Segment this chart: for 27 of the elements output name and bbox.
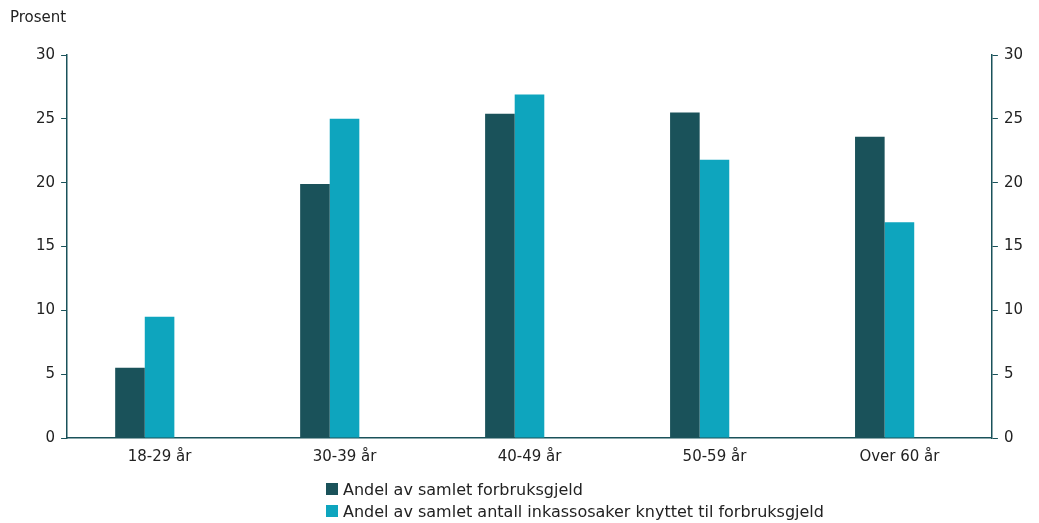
- y-tick-label: 30: [35, 44, 56, 63]
- y-tick-label: 10: [35, 300, 56, 319]
- y-tick-label: 20: [35, 172, 56, 191]
- y-axis-title: Prosent: [10, 8, 67, 26]
- bar: [514, 94, 545, 438]
- y2-tick-label: 20: [1003, 172, 1024, 191]
- y2-tick-label: 30: [1003, 44, 1024, 63]
- y2-tick-label: 0: [1003, 427, 1014, 446]
- y2-tick-label: 15: [1003, 236, 1024, 255]
- y-tick-label: 0: [45, 427, 56, 446]
- legend-label: Andel av samlet antall inkassosaker knyttet til forbruksgjeld: [343, 501, 824, 521]
- legend-label: Andel av samlet forbruksgjeld: [343, 479, 583, 499]
- x-tick-label: 30-39 år: [312, 446, 378, 465]
- y2-tick-label: 25: [1003, 108, 1024, 127]
- y2-tick-label: 10: [1003, 300, 1024, 319]
- bar: [329, 118, 360, 438]
- x-tick-label: 40-49 år: [497, 446, 563, 465]
- bar: [144, 316, 175, 438]
- x-tick-label: 18-29 år: [127, 446, 193, 465]
- y2-tick-label: 5: [1003, 364, 1014, 383]
- bar: [884, 222, 915, 438]
- x-tick-label: Over 60 år: [859, 446, 941, 465]
- y-tick-label: 15: [35, 236, 56, 255]
- y-tick-label: 5: [45, 364, 56, 383]
- y-tick-label: 25: [35, 108, 56, 127]
- x-tick-label: 50-59 år: [682, 446, 748, 465]
- bar: [699, 159, 730, 438]
